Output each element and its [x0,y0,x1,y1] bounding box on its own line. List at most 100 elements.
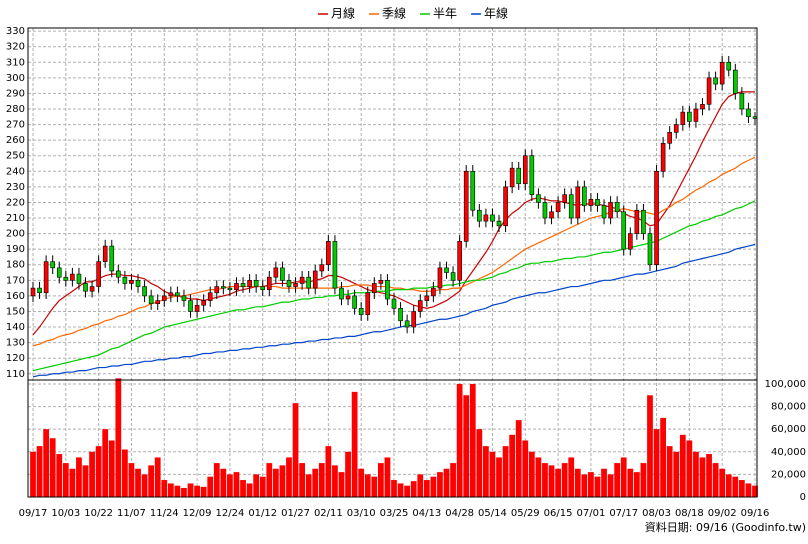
volume-bar [108,440,115,497]
volume-bar [358,468,365,497]
y-tick-label: 320 [6,42,25,53]
y-tick-label: 250 [6,151,25,162]
volume-bar [227,474,233,497]
candle-body [385,280,390,300]
candle-body [181,295,187,301]
x-tick-label: 06/15 [544,508,573,519]
volume-bar [213,463,220,497]
candle-body [280,267,285,281]
candle-body [345,295,351,300]
candle-body [266,276,272,290]
legend-label: 月線 [331,6,355,21]
volume-bar [318,463,325,497]
y-tick-label: 120 [6,353,25,364]
candle-body [706,77,712,105]
y-tick-label: 260 [6,135,25,146]
candle-body [306,276,311,289]
volume-bar [207,476,214,497]
volume-bar [364,474,371,497]
volume-bar [601,468,607,497]
candle-body [404,320,410,328]
y-tick-label: 180 [6,260,25,271]
candle-body [450,272,456,281]
candle-body [365,292,371,315]
candle-body [641,209,646,234]
candle-body [70,273,75,281]
x-tick-label: 04/28 [445,508,474,519]
volume-bar [122,449,128,497]
candle-body [444,267,449,273]
candle-body [700,104,705,110]
candle-body [654,170,659,266]
candle-body [56,267,62,278]
volume-bar [647,395,653,497]
candle-body [621,211,627,250]
volume-bar [417,474,424,497]
volume-bar [469,383,476,497]
candle-body [470,170,476,211]
volume-bar [542,463,548,497]
volume-bar [443,468,450,497]
volume-bar [220,468,227,497]
y-tick-label: 330 [6,26,25,37]
candle-body [358,308,364,315]
candle-body [319,264,325,272]
volume-bar [36,446,43,497]
volume-bar [535,457,542,497]
candle-body [142,286,147,297]
candle-body [155,300,161,304]
volume-bar [679,434,686,497]
volume-bar [614,463,621,497]
x-tick-label: 04/13 [412,508,441,519]
volume-bar [56,454,63,497]
volume-bar [161,480,168,497]
candle-body [713,77,718,85]
volume-bar [102,429,109,497]
candle-body [135,280,141,287]
volume-bar [49,438,56,497]
volume-bar [384,457,391,497]
y-tick-label: 300 [6,73,25,84]
candle-body [595,199,600,206]
candle-body [582,186,587,206]
volume-bar [699,457,706,497]
volume-bar [351,391,358,497]
volume-bar [548,465,555,497]
volume-bar [660,417,666,497]
volume-bar [693,451,699,497]
volume-bar [345,451,351,497]
volume-bar [574,468,581,497]
candle-body [129,280,134,284]
plot-frame [27,379,758,498]
candle-body [627,233,633,250]
candle-body [240,283,246,287]
candle-body [188,300,193,312]
volume-bar [286,457,292,497]
candle-body [326,241,331,266]
volume-bar [581,474,588,497]
volume-bar [30,451,36,497]
volume-bar [528,451,535,497]
volume-bar [706,454,712,497]
volume-bar [194,485,200,497]
x-tick-label: 12/09 [183,508,212,519]
candle-body [175,292,180,297]
y-tick-label: 200 [6,229,25,240]
candle-body [575,186,581,219]
candle-body [227,287,233,290]
candle-body [477,209,482,222]
candle-body [417,300,423,312]
ma-line [32,200,756,372]
volume-bar [69,468,76,497]
candle-body [161,295,167,301]
candle-body [50,261,55,269]
candle-body [503,186,508,227]
candle-body [463,170,469,242]
x-tick-label: 10/22 [84,508,113,519]
volume-bar [325,446,332,497]
candle-body [207,292,213,301]
volume-bar [555,468,561,497]
candle-body [89,286,95,292]
